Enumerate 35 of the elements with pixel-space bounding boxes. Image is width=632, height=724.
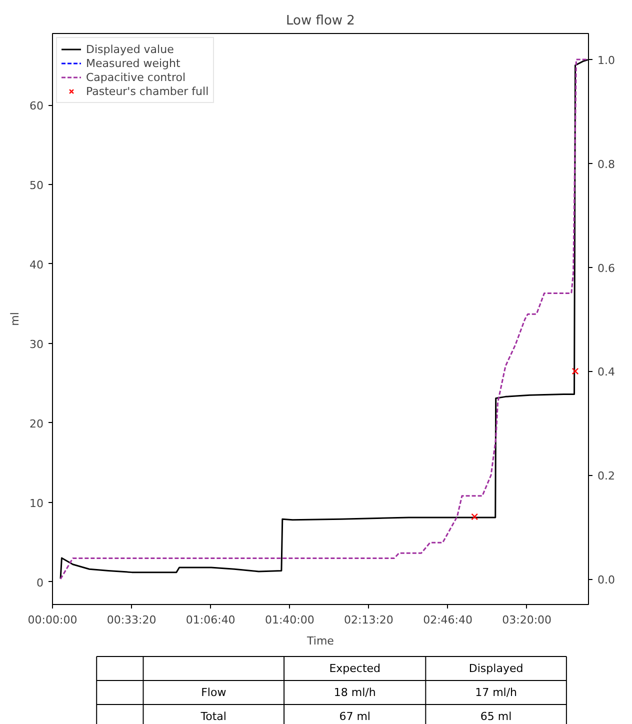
x-tick-label: 00:00:00 bbox=[28, 614, 78, 626]
legend-label: Displayed value bbox=[86, 42, 174, 56]
y-axis-title: ml bbox=[8, 312, 22, 326]
x-tick-label: 02:46:40 bbox=[423, 614, 472, 626]
x-tick-label: 03:20:00 bbox=[502, 614, 552, 626]
text: Expected bbox=[329, 662, 381, 675]
y-tick-label: 30 bbox=[30, 338, 44, 351]
y-tick-label: 0 bbox=[36, 576, 44, 590]
x-tick-label: 01:06:40 bbox=[186, 614, 236, 626]
x-tick-label: 02:13:20 bbox=[344, 614, 394, 626]
y2-tick-label: 0.8 bbox=[598, 158, 615, 171]
y2-tick-label: 0.0 bbox=[598, 574, 615, 587]
legend-label: Capacitive control bbox=[86, 70, 186, 84]
chart-title: Low flow 2 bbox=[286, 14, 355, 28]
y2-tick-label: 1.0 bbox=[598, 54, 615, 67]
y2-tick-label: 0.6 bbox=[598, 262, 615, 275]
x-tick-label: 00:33:20 bbox=[106, 614, 156, 626]
y-tick-label: 40 bbox=[30, 258, 44, 272]
x-tick-label: 01:40:00 bbox=[264, 614, 314, 626]
text: 65 ml bbox=[480, 710, 512, 723]
legend-label: Pasteur's chamber full bbox=[86, 84, 209, 98]
x-axis-title: Time bbox=[306, 634, 334, 648]
text: 17 ml/h bbox=[475, 686, 518, 699]
y2-tick-label: 0.2 bbox=[598, 470, 615, 483]
y-tick-label: 50 bbox=[30, 178, 44, 192]
text: 18 ml/h bbox=[334, 686, 376, 699]
y-tick-label: 10 bbox=[30, 496, 44, 510]
text: Total bbox=[200, 710, 226, 723]
text: 67 ml bbox=[339, 710, 370, 723]
y-tick-label: 20 bbox=[30, 417, 44, 430]
legend-label: Measured weight bbox=[86, 56, 180, 70]
text: Flow bbox=[201, 686, 226, 699]
text: Displayed bbox=[468, 662, 524, 675]
y-tick-label: 60 bbox=[30, 100, 44, 113]
y2-tick-label: 0.4 bbox=[598, 366, 615, 379]
